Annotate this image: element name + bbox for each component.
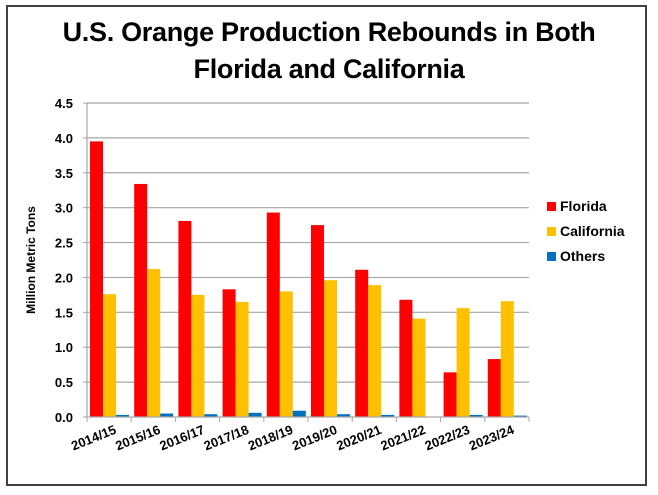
bar-florida-2018-19 <box>266 212 280 417</box>
bars <box>90 141 527 417</box>
chart-title-line-1: U.S. Orange Production Rebounds in Both <box>62 17 596 47</box>
chart-title-line-2: Florida and California <box>193 54 465 84</box>
bar-california-2021-22 <box>412 318 426 417</box>
y-tick-label: 1.5 <box>55 305 73 320</box>
legend: Florida California Others <box>547 198 625 264</box>
bar-others-2018-19 <box>292 410 306 417</box>
y-tick-label: 0.0 <box>55 410 73 425</box>
x-tick-label: 2022/23 <box>423 422 472 454</box>
bar-california-2020-21 <box>368 285 382 417</box>
bar-california-2014-15 <box>103 294 116 417</box>
legend-swatch-others <box>547 252 556 261</box>
chart-title: U.S. Orange Production Rebounds in Both … <box>0 14 658 88</box>
bar-california-2016-17 <box>191 294 205 417</box>
bar-california-2023-24 <box>500 301 514 417</box>
bar-california-2018-19 <box>279 291 293 417</box>
bar-florida-2022-23 <box>443 372 457 417</box>
x-tick-label: 2018/19 <box>246 422 295 454</box>
bar-others-2014-15 <box>116 414 129 417</box>
y-tick-label: 4.0 <box>55 131 73 146</box>
bar-others-2016-17 <box>204 414 218 417</box>
bar-others-2022-23 <box>469 414 483 417</box>
y-tick-label: 3.5 <box>55 166 73 181</box>
bar-florida-2014-15 <box>90 141 103 417</box>
bar-florida-2017-18 <box>222 289 236 417</box>
x-tick-label: 2021/22 <box>378 422 427 454</box>
bar-california-2019-20 <box>324 280 337 417</box>
legend-swatch-california <box>547 227 556 236</box>
bar-california-2022-23 <box>456 308 470 417</box>
y-tick-label: 3.0 <box>55 201 73 216</box>
bar-florida-2020-21 <box>355 269 369 417</box>
x-tick-label: 2019/20 <box>290 422 339 454</box>
y-tick-label: 0.5 <box>55 375 73 390</box>
x-tick-label: 2023/24 <box>467 422 517 454</box>
bar-others-2015-16 <box>160 413 174 417</box>
x-tick-label: 2014/15 <box>69 422 118 454</box>
bar-others-2017-18 <box>248 412 262 417</box>
y-tick-label: 4.5 <box>55 96 73 111</box>
axes <box>83 102 530 422</box>
legend-label-california: California <box>560 223 625 239</box>
x-tick-label: 2015/16 <box>113 422 162 454</box>
bar-florida-2016-17 <box>178 220 192 417</box>
bar-others-2020-21 <box>381 414 395 417</box>
bar-california-2017-18 <box>235 301 249 417</box>
y-axis-label: Million Metric Tons <box>24 206 38 314</box>
y-tick-label: 2.0 <box>55 270 73 285</box>
x-tick-label: 2016/17 <box>157 422 206 454</box>
legend-swatch-florida <box>547 202 556 211</box>
bar-florida-2023-24 <box>487 359 501 417</box>
x-tick-labels: 2014/152015/162016/172017/182018/192019/… <box>69 422 517 454</box>
bar-others-2023-24 <box>513 415 527 417</box>
legend-label-others: Others <box>560 248 605 264</box>
y-tick-label: 1.0 <box>55 340 73 355</box>
bar-california-2015-16 <box>147 269 161 417</box>
bar-florida-2021-22 <box>399 299 413 417</box>
bar-florida-2019-20 <box>311 225 324 417</box>
y-tick-label: 2.5 <box>55 236 73 251</box>
bar-others-2019-20 <box>337 414 350 417</box>
legend-label-florida: Florida <box>560 198 607 214</box>
x-tick-label: 2020/21 <box>334 422 383 454</box>
bar-florida-2015-16 <box>134 183 148 417</box>
x-tick-label: 2017/18 <box>202 422 251 454</box>
y-tick-labels: 0.0 0.5 1.0 1.5 2.0 2.5 3.0 3.5 4.0 4.5 <box>55 96 73 425</box>
